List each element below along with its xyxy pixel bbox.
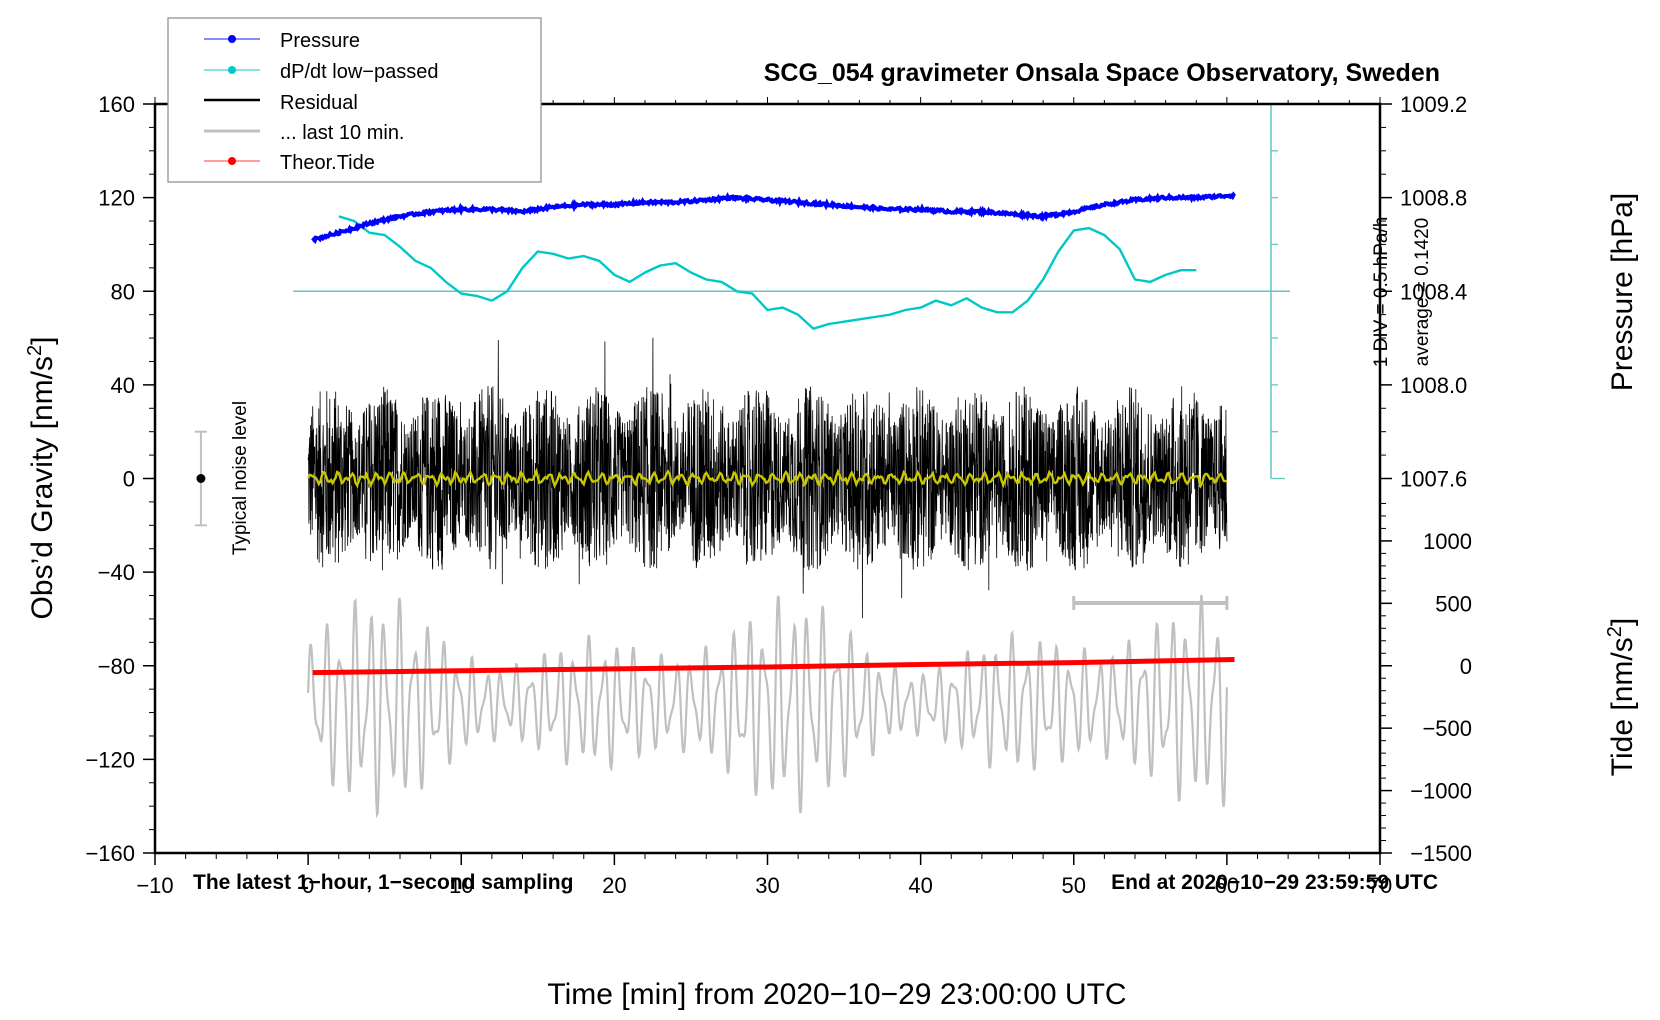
y-left-tick-label: 160	[98, 92, 135, 117]
tide-tick-label: 1000	[1423, 529, 1472, 554]
tide-tick-label: −1000	[1410, 779, 1472, 804]
y-left-tick-label: −40	[98, 560, 135, 585]
x-tick-label: 20	[602, 873, 626, 898]
legend: Pressure dP/dt low−passed Residual ... l…	[167, 17, 542, 183]
chart-title: SCG_054 gravimeter Onsala Space Observat…	[764, 59, 1440, 87]
y-tide-title-text: Tide [nm/s	[1606, 637, 1639, 776]
tide-tick-label: 500	[1435, 591, 1472, 616]
x-axis-title: Time [min] from 2020−10−29 23:00:00 UTC	[547, 978, 1126, 1011]
x-tick-label: −10	[136, 873, 173, 898]
legend-swatch-dot	[228, 66, 236, 74]
pressure-tick-label: 1008.8	[1400, 186, 1467, 211]
legend-item-last10: ... last 10 min.	[204, 122, 405, 144]
tide-tick-label: 0	[1460, 654, 1472, 679]
last10-line	[307, 594, 1228, 819]
legend-item-pressure: Pressure	[204, 30, 360, 52]
x-tick-label: 50	[1062, 873, 1086, 898]
y-left-title-end: ]	[26, 337, 59, 345]
y-left-tick-label: −160	[85, 841, 135, 866]
tide-tick-label: −500	[1422, 716, 1472, 741]
legend-label: Theor.Tide	[280, 152, 375, 174]
y-tide-title-end: ]	[1606, 618, 1639, 626]
x-tick-label: 70	[1368, 873, 1392, 898]
legend-label: dP/dt low−passed	[280, 61, 438, 83]
pressure-tick-label: 1009.2	[1400, 92, 1467, 117]
axes: −10 0 10 20 30 40 50 60 70 160 120 80 40 0 −40 −80 −120 −…	[85, 92, 1472, 898]
x-tick-label: 30	[755, 873, 779, 898]
x-tick-label: 40	[908, 873, 932, 898]
dpdt-scale-label: 1 DIV = 0.5 hPa/h	[1371, 217, 1392, 368]
y-left-tick-label: 40	[111, 373, 135, 398]
theor-tide-line	[312, 657, 1235, 676]
residual-line	[307, 337, 1228, 619]
pressure-tick-label: 1008.0	[1400, 373, 1467, 398]
legend-swatch-dot	[228, 157, 236, 165]
y-left-title-sup: 2	[24, 345, 46, 356]
dpdt-average-label: average = 0.1420	[1412, 218, 1433, 366]
y-axis-tide-title: Tide [nm/s2]	[1604, 618, 1639, 776]
y-tide-title-sup: 2	[1604, 626, 1626, 637]
residual-lowpass-line	[307, 467, 1227, 489]
noise-level-dot	[196, 474, 206, 483]
y-axis-pressure-title: Pressure [hPa]	[1606, 193, 1639, 391]
legend-label: Residual	[280, 92, 358, 114]
x-tick-label: 10	[449, 873, 473, 898]
y-left-tick-label: 120	[98, 186, 135, 211]
plot-area	[194, 103, 1290, 819]
x-tick-label: 60	[1215, 873, 1239, 898]
end-time-note: End at 2020−10−29 23:59:59 UTC	[1111, 871, 1438, 894]
y-left-tick-label: −120	[85, 747, 135, 772]
legend-label: ... last 10 min.	[280, 122, 405, 144]
legend-item-dpdt: dP/dt low−passed	[204, 61, 438, 83]
dpdt-line	[338, 215, 1197, 330]
y-left-tick-label: 80	[111, 279, 135, 304]
y-left-tick-label: 0	[123, 467, 135, 492]
y-left-title-text: Obs’d Gravity [nm/s	[26, 356, 59, 619]
x-tick-label: 0	[302, 873, 314, 898]
y-axis-left-title: Obs’d Gravity [nm/s2]	[24, 337, 59, 620]
legend-item-tide: Theor.Tide	[204, 152, 375, 174]
legend-swatch-dot	[228, 35, 236, 43]
tide-tick-label: −1500	[1410, 841, 1472, 866]
noise-level-label: Typical noise level	[230, 401, 251, 555]
pressure-tick-label: 1007.6	[1400, 467, 1467, 492]
sampling-note: The latest 1−hour, 1−second sampling	[193, 871, 573, 894]
legend-item-residual: Residual	[204, 92, 358, 114]
pressure-line	[311, 191, 1237, 244]
y-left-tick-label: −80	[98, 654, 135, 679]
legend-label: Pressure	[280, 30, 360, 52]
pressure-tick-label: 1008.4	[1400, 279, 1467, 304]
